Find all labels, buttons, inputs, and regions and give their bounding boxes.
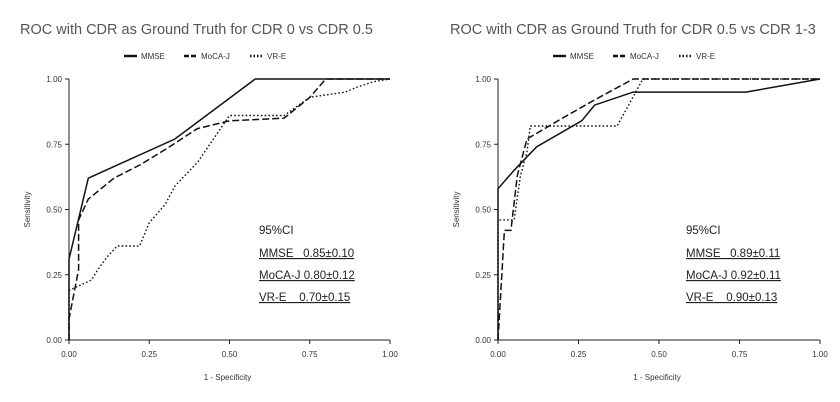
- legend-label-vr-e: VR-E: [267, 52, 286, 61]
- x-tick-label: 0.25: [141, 350, 157, 359]
- x-tick-label: 0.00: [61, 350, 77, 359]
- ci-annotation: MMSE 0.89±0.11: [686, 248, 780, 260]
- legend-label-moca-j: MoCA-J: [201, 52, 230, 61]
- x-tick-label: 1.00: [812, 350, 828, 359]
- ci-annotation: MoCA-J 0.92±0.11: [686, 270, 781, 282]
- ci-annotation: MoCA-J 0.80±0.12: [259, 270, 355, 282]
- y-tick-label: 1.00: [475, 75, 491, 84]
- x-axis-label: 1 - Specificity: [204, 373, 252, 382]
- x-tick-label: 0.75: [732, 350, 748, 359]
- roc-line-moca-j: [68, 78, 390, 340]
- roc-line-mmse: [68, 78, 390, 340]
- y-tick-label: 0.50: [475, 206, 491, 215]
- y-tick-label: 0.00: [46, 336, 62, 345]
- y-tick-label: 0.00: [475, 336, 491, 345]
- legend-label-mmse: MMSE: [141, 52, 165, 61]
- x-tick-label: 0.50: [651, 350, 667, 359]
- y-tick-label: 0.75: [46, 140, 62, 149]
- chart-title: ROC with CDR as Ground Truth for CDR 0 v…: [20, 22, 373, 38]
- chart-title: ROC with CDR as Ground Truth for CDR 0.5…: [450, 22, 816, 38]
- legend-label-moca-j: MoCA-J: [630, 52, 659, 61]
- y-tick-label: 0.25: [475, 271, 491, 280]
- y-tick-label: 0.50: [46, 206, 62, 215]
- roc-line-moca-j: [497, 78, 820, 341]
- roc-panel-1: ROC with CDR as Ground Truth for CDR 0 v…: [20, 22, 398, 382]
- legend-label-mmse: MMSE: [570, 52, 594, 61]
- y-tick-label: 1.00: [46, 75, 62, 84]
- x-tick-label: 1.00: [382, 350, 398, 359]
- ci-annotation: VR-E 0.70±0.15: [259, 292, 350, 304]
- x-axis-label: 1 - Specificity: [633, 373, 681, 382]
- x-tick-label: 0.25: [571, 350, 587, 359]
- ci-title: 95%CI: [259, 225, 294, 237]
- legend-label-vr-e: VR-E: [696, 52, 715, 61]
- roc-panel-2: ROC with CDR as Ground Truth for CDR 0.5…: [450, 22, 828, 382]
- x-tick-label: 0.00: [490, 350, 506, 359]
- y-tick-label: 0.75: [475, 140, 491, 149]
- ci-title: 95%CI: [686, 225, 721, 237]
- roc-line-mmse: [497, 78, 821, 340]
- roc-line-vr-e: [497, 78, 820, 340]
- y-axis-label: Sensitivity: [23, 191, 32, 227]
- ci-annotation: MMSE 0.85±0.10: [259, 248, 354, 260]
- roc-line-vr-e: [68, 78, 391, 340]
- ci-annotation: VR-E 0.90±0.13: [686, 292, 777, 304]
- y-tick-label: 0.25: [46, 271, 62, 280]
- x-tick-label: 0.50: [222, 350, 238, 359]
- y-axis-label: Sensitivity: [452, 191, 461, 227]
- x-tick-label: 0.75: [302, 350, 318, 359]
